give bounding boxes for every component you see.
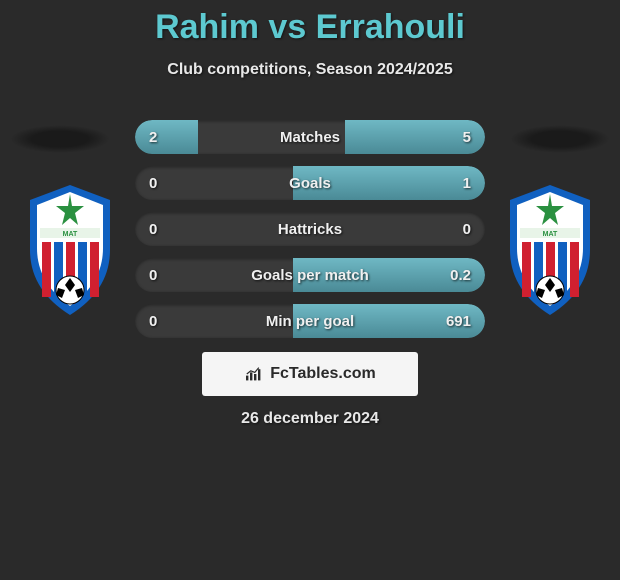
stat-row: 0Min per goal691 [135,304,485,338]
stats-container: 2Matches50Goals10Hattricks00Goals per ma… [135,120,485,350]
stat-label: Goals [135,166,485,200]
stat-value-right: 0.2 [450,258,471,292]
stat-label: Min per goal [135,304,485,338]
stat-value-right: 5 [463,120,471,154]
watermark[interactable]: FcTables.com [202,352,418,396]
stat-label: Hattricks [135,212,485,246]
stat-row: 2Matches5 [135,120,485,154]
club-badge-right: MAT [500,180,600,320]
watermark-text: FcTables.com [270,365,376,383]
stat-label: Matches [135,120,485,154]
player-shadow-right [510,125,610,153]
stat-row: 0Goals per match0.2 [135,258,485,292]
stat-value-right: 1 [463,166,471,200]
shield-icon: MAT [20,180,120,320]
stat-label: Goals per match [135,258,485,292]
chart-icon [244,366,264,382]
svg-text:MAT: MAT [63,231,78,238]
stat-value-right: 0 [463,212,471,246]
stat-row: 0Hattricks0 [135,212,485,246]
page-title: Rahim vs Errahouli [0,0,620,47]
stat-row: 0Goals1 [135,166,485,200]
subtitle: Club competitions, Season 2024/2025 [0,61,620,79]
shield-icon: MAT [500,180,600,320]
date-label: 26 december 2024 [0,410,620,428]
player-shadow-left [10,125,110,153]
svg-text:MAT: MAT [543,231,558,238]
club-badge-left: MAT [20,180,120,320]
stat-value-right: 691 [446,304,471,338]
